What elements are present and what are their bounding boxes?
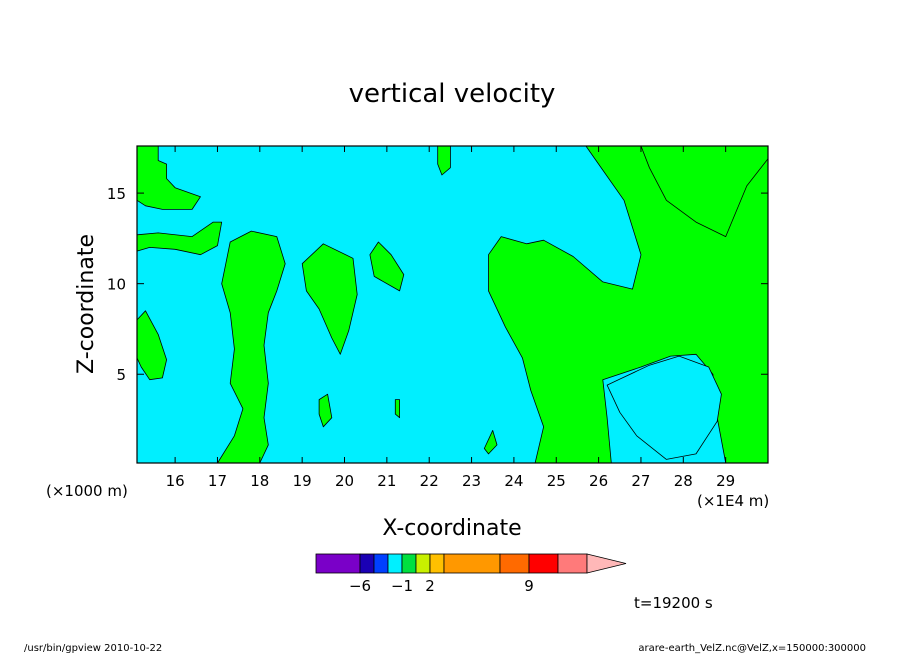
colorbar: −6 −1 2 9	[315, 553, 627, 595]
colorbar-label: 2	[425, 577, 435, 595]
colorbar-cell	[359, 553, 375, 574]
x-tick-label: 19	[293, 472, 312, 490]
x-tick-label: 28	[674, 472, 693, 490]
x-tick-label: 21	[377, 472, 396, 490]
contour-green-20-21	[369, 241, 405, 292]
colorbar-cell	[443, 553, 501, 574]
contour-green-cyan-hole	[606, 355, 722, 460]
x-tick-label: 18	[250, 472, 269, 490]
colorbar-cell	[429, 553, 445, 574]
colorbar-arrow	[586, 553, 627, 574]
time-label: t=19200 s	[634, 594, 713, 612]
x-tick-label: 24	[504, 472, 523, 490]
colorbar-label: −6	[349, 577, 371, 595]
x-tick-label: 23	[462, 472, 481, 490]
contour-green-left-upper	[136, 145, 201, 210]
x-tick-label: 25	[547, 472, 566, 490]
colorbar-cell	[415, 553, 431, 574]
colorbar-cell	[499, 553, 530, 574]
colorbar-cell	[373, 553, 389, 574]
y-tick-label: 10	[107, 276, 126, 294]
y-tick-label: 15	[107, 185, 126, 203]
x-axis-label: X-coordinate	[382, 516, 521, 541]
colorbar-cell	[315, 553, 361, 574]
y-axis-label: Z-coordinate	[74, 234, 99, 374]
colorbar-cell	[401, 553, 417, 574]
x-tick-label: 27	[631, 472, 650, 490]
plot-area: 16 17 18 19 20 21 22 23 24 25 26 27 28 29 5 10 15	[107, 145, 769, 490]
y-ticks: 5 10 15	[107, 185, 768, 384]
colorbar-cell	[528, 553, 559, 574]
x-tick-label: 17	[208, 472, 227, 490]
colorbar-label: −1	[391, 577, 413, 595]
x-tick-label: 29	[716, 472, 735, 490]
contour-green-left-lower	[136, 310, 168, 381]
contour-green-spot-b	[394, 399, 401, 419]
contour-green-19-20	[301, 243, 358, 355]
colorbar-cell	[387, 553, 403, 574]
colorbar-cell	[557, 553, 588, 574]
x-tick-label: 16	[166, 472, 185, 490]
footer-right: arare-earth_VelZ.nc@VelZ,x=150000:300000	[638, 643, 866, 654]
contour-regions	[136, 145, 769, 464]
x-ticks: 16 17 18 19 20 21 22 23 24 25 26 27 28 29	[166, 146, 735, 490]
contour-green-17-19	[217, 230, 286, 464]
y-tick-label: 5	[116, 366, 126, 384]
plot-frame	[136, 145, 769, 464]
footer-left: /usr/bin/gpview 2010-10-22	[24, 643, 162, 654]
contour-green-left-band	[136, 221, 223, 256]
contour-green-spot-a	[318, 393, 333, 428]
colorbar-label: 9	[524, 577, 534, 595]
x-tick-label: 22	[420, 472, 439, 490]
chart-title: vertical velocity	[349, 79, 556, 109]
x-scale-note-left: (×1000 m)	[46, 482, 128, 500]
x-tick-label: 26	[589, 472, 608, 490]
x-scale-note-right: (×1E4 m)	[697, 492, 769, 510]
x-tick-label: 20	[335, 472, 354, 490]
contour-green-spot-c	[483, 429, 498, 455]
